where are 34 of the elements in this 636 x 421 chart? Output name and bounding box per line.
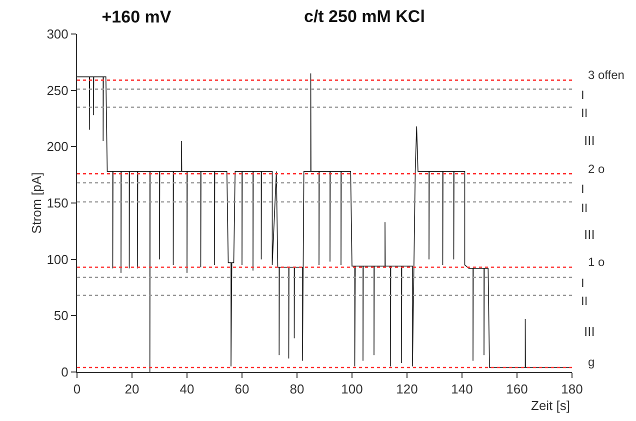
text: III bbox=[584, 324, 595, 339]
x-tick-label: 160 bbox=[506, 382, 528, 397]
chart-subtitle: c/t 250 mM KCl bbox=[304, 7, 425, 26]
ref-line-label: g bbox=[588, 355, 595, 369]
ref-line-label: I bbox=[581, 88, 584, 102]
text: III bbox=[584, 227, 595, 242]
y-tick-label: 300 bbox=[46, 26, 68, 42]
ref-line-label: 1 o bbox=[588, 255, 606, 269]
ref-line-label: II bbox=[581, 106, 588, 120]
y-tick-label: 200 bbox=[46, 139, 68, 154]
ref-line-label: I bbox=[581, 182, 584, 196]
ref-line-label: II bbox=[581, 294, 588, 308]
x-tick-label: 60 bbox=[234, 382, 250, 397]
x-tick-label: 140 bbox=[451, 382, 473, 397]
y-tick-label: 0 bbox=[61, 364, 68, 380]
y-axis-title: Strom [pA] bbox=[29, 172, 44, 234]
x-tick-label: 20 bbox=[124, 382, 140, 397]
x-tick-label: 100 bbox=[341, 382, 363, 397]
ref-line-label: 3 offen bbox=[588, 68, 624, 82]
x-tick-label: 0 bbox=[73, 382, 81, 397]
x-tick-label: 120 bbox=[396, 382, 418, 397]
y-tick-label: 150 bbox=[46, 196, 68, 211]
ref-line-label: I bbox=[581, 276, 584, 290]
x-tick-label: 80 bbox=[290, 382, 304, 397]
x-tick-label: 180 bbox=[561, 382, 583, 397]
y-tick-label: 100 bbox=[46, 252, 68, 267]
x-tick-label: 40 bbox=[180, 382, 194, 397]
text: III bbox=[584, 133, 595, 148]
y-tick-label: 250 bbox=[46, 82, 68, 98]
chart-title: +160 mV bbox=[102, 7, 172, 26]
y-tick-label: 50 bbox=[54, 308, 68, 324]
ref-line-label: II bbox=[581, 201, 588, 215]
x-axis-title: Zeit [s] bbox=[531, 398, 570, 413]
ref-line-label: 2 o bbox=[588, 162, 606, 176]
